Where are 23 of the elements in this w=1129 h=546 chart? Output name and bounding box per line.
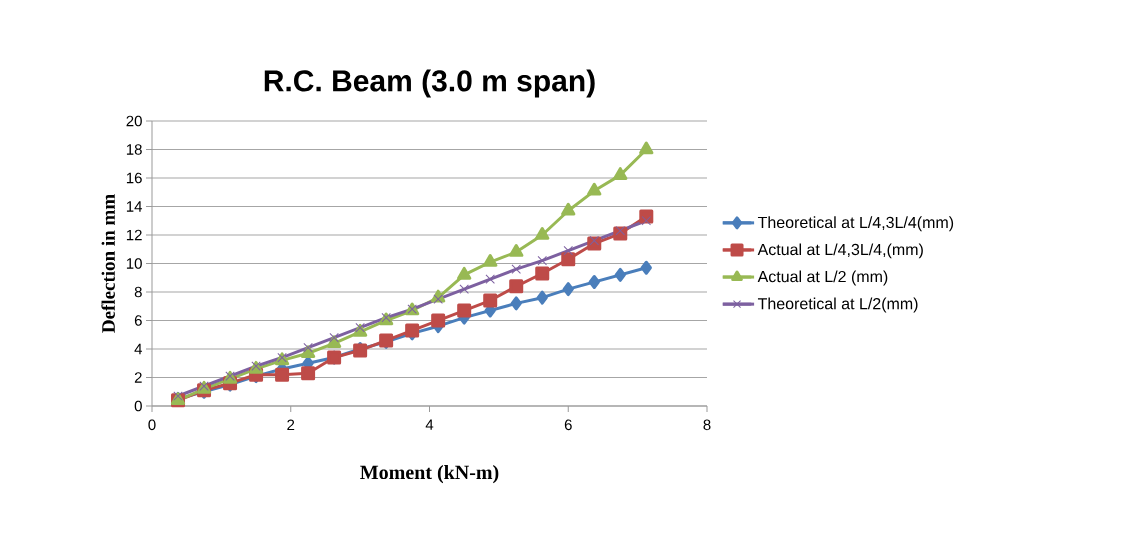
x-tick-label: 2 xyxy=(287,419,295,431)
y-tick-label: 14 xyxy=(126,201,143,212)
y-tick-label: 2 xyxy=(134,372,142,383)
x-tick-label: 6 xyxy=(564,419,572,431)
y-axis-title: Deflection in mm xyxy=(101,194,115,333)
x-tick-label: 0 xyxy=(148,419,156,431)
y-tick-label: 8 xyxy=(134,286,142,298)
y-tick-label: 10 xyxy=(126,258,142,269)
legend-label: Theoretical at L/2(mm) xyxy=(757,297,918,313)
y-tick-label: 0 xyxy=(134,400,142,412)
legend-label: Actual at L/4,3L/4,(mm) xyxy=(757,243,923,259)
x-axis-title: Moment (kN-m) xyxy=(360,465,499,484)
y-tick-label: 16 xyxy=(126,172,142,184)
y-tick-label: 18 xyxy=(126,144,142,155)
x-tick-label: 4 xyxy=(425,419,434,430)
legend-label: Actual at L/2 (mm) xyxy=(757,270,888,286)
x-tick-label: 8 xyxy=(703,419,711,431)
y-tick-label: 6 xyxy=(134,315,142,326)
y-tick-label: 20 xyxy=(126,115,142,127)
legend-label: Theoretical at L/4,3L/4(mm) xyxy=(757,216,954,232)
chart-title: R.C. Beam (3.0 m span) xyxy=(264,69,595,98)
y-tick-label: 12 xyxy=(126,229,142,241)
y-tick-label: 4 xyxy=(134,343,143,355)
